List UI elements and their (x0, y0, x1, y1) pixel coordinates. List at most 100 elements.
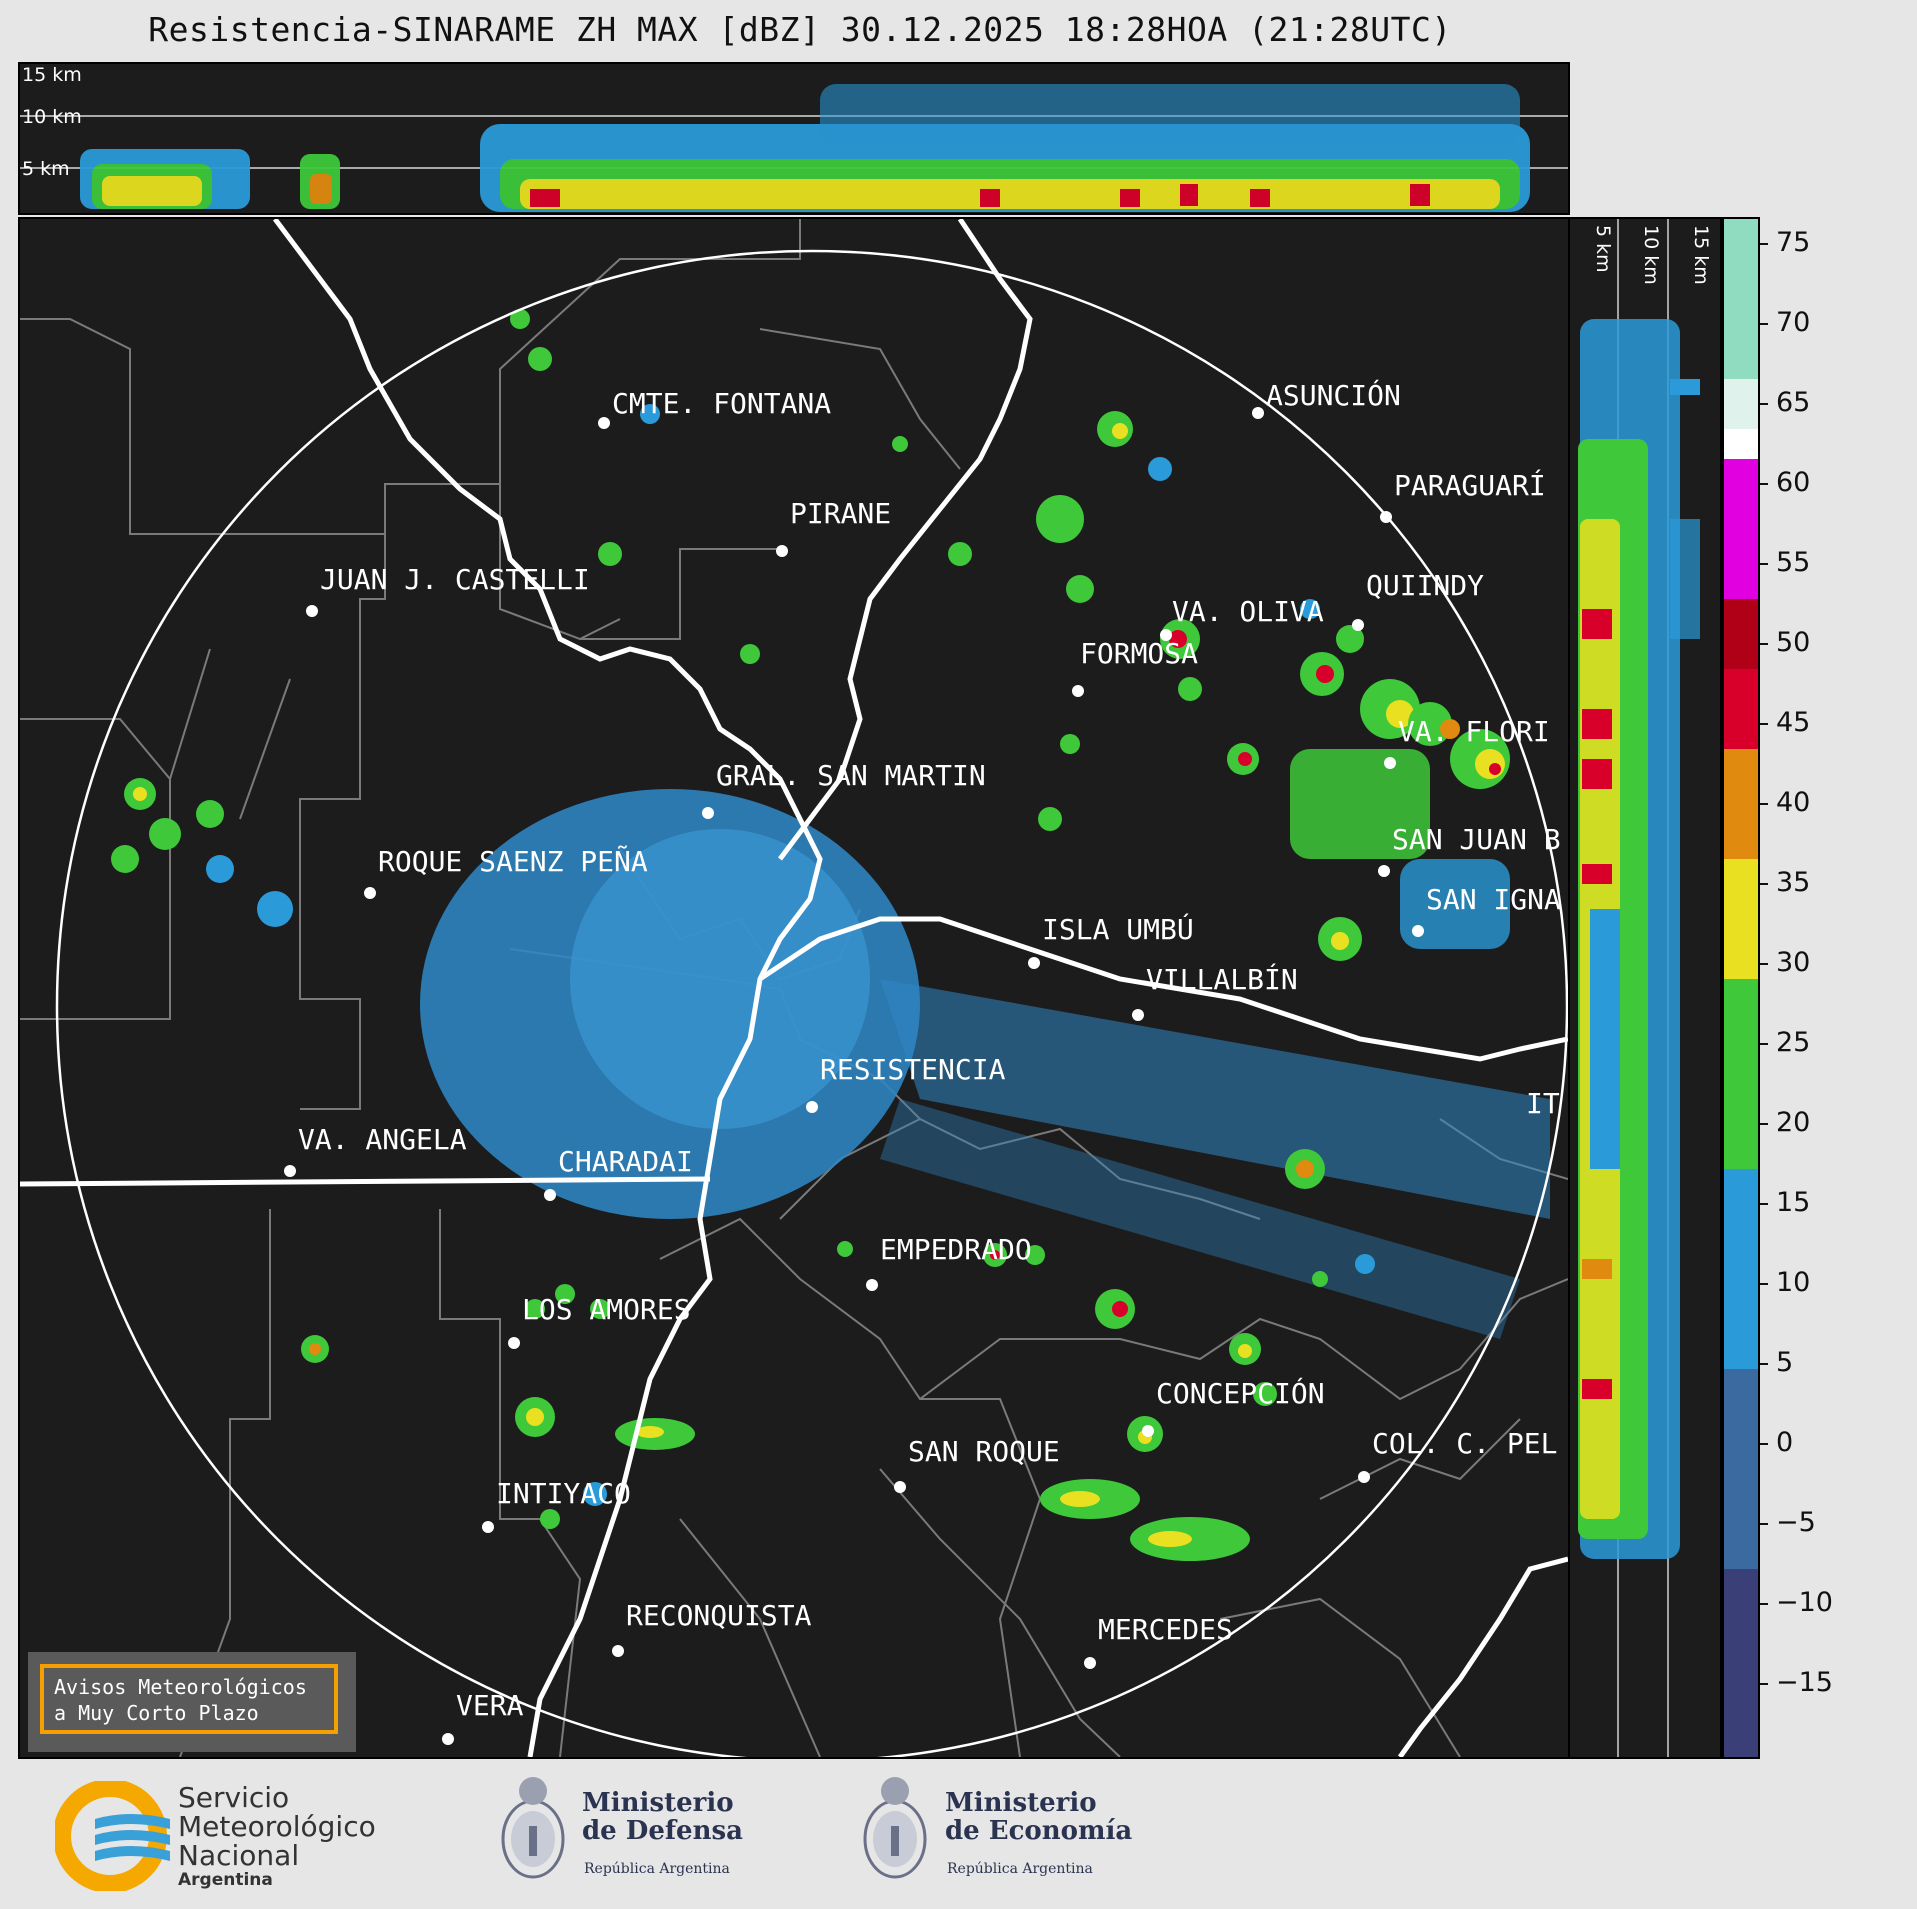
colorbar-tick: 20 (1760, 1107, 1810, 1138)
top-cross-section: 15 km 10 km 5 km (18, 62, 1570, 215)
city-label: RESISTENCIA (820, 1053, 1006, 1086)
avisos-line2: a Muy Corto Plazo (54, 1701, 259, 1725)
city-dot (598, 417, 610, 429)
city-dot (1380, 511, 1392, 523)
city-dot (1072, 685, 1084, 697)
colorbar-tick: 40 (1760, 787, 1810, 818)
colorbar-tick: 0 (1760, 1427, 1793, 1458)
city-label: IT (1526, 1087, 1560, 1120)
boundaries (20, 219, 1568, 1757)
colorbar-tick: 70 (1760, 307, 1810, 338)
smn-line1: Servicio (178, 1781, 290, 1814)
city-label: CONCEPCIÓN (1156, 1377, 1325, 1410)
side-cross-section: 5 km 10 km 15 km (1570, 217, 1722, 1759)
city-label: LOS AMORES (522, 1293, 691, 1326)
city-label: CMTE. FONTANA (612, 387, 832, 420)
city-label: CHARADAI (558, 1145, 693, 1178)
city-dot (894, 1481, 906, 1493)
defensa-line1: Ministerio (582, 1788, 734, 1818)
city-label: COL. C. PEL (1372, 1427, 1558, 1460)
city-label: SAN JUAN B (1392, 823, 1561, 856)
colorbar-tick: 65 (1760, 387, 1810, 418)
city-dot (776, 545, 788, 557)
city-label: JUAN J. CASTELLI (320, 563, 590, 596)
side-cross-section-plot (1578, 219, 1700, 1757)
city-dot (1028, 957, 1040, 969)
city-label: INTIYACO (496, 1477, 631, 1510)
smn-line4: Argentina (178, 1870, 273, 1890)
colorbar-tick: 35 (1760, 867, 1810, 898)
top-altitude-10km: 10 km (22, 106, 82, 128)
colorbar-tick: 10 (1760, 1267, 1810, 1298)
city-dot (482, 1521, 494, 1533)
city-label: VA. ANGELA (298, 1123, 467, 1156)
city-label: PARAGUARÍ (1394, 469, 1546, 502)
city-label: VA. FLORI (1398, 715, 1550, 748)
city-dot (1142, 1425, 1154, 1437)
city-dot (612, 1645, 624, 1657)
defensa-line2: de Defensa (582, 1816, 743, 1846)
colorbar-tick: 15 (1760, 1187, 1810, 1218)
economia-line2: de Economía (945, 1816, 1133, 1846)
economia-emblem-icon (863, 1777, 927, 1879)
city-label: VA. OLIVA (1172, 595, 1324, 628)
colorbar-tick: 30 (1760, 947, 1810, 978)
side-altitude-10km: 10 km (1640, 225, 1662, 285)
smn-line3: Nacional (178, 1839, 300, 1872)
colorbar-ticks: 75 70 65 60 55 50 45 40 35 30 25 20 15 1… (1760, 217, 1880, 1759)
city-dot (1084, 1657, 1096, 1669)
defensa-subtitle: República Argentina (584, 1861, 730, 1877)
city-dot (866, 1279, 878, 1291)
city-label: GRAL. SAN MARTIN (716, 759, 986, 792)
city-dot (544, 1189, 556, 1201)
radar-echoes (111, 309, 1550, 1561)
rivers (273, 219, 1568, 1757)
province-border-line (20, 1176, 711, 1187)
city-dot (1132, 1009, 1144, 1021)
city-dot (364, 887, 376, 899)
radar-map[interactable]: CMTE. FONTANA ASUNCIÓN PARAGUARÍ PIRANE … (18, 217, 1570, 1759)
city-dot (284, 1165, 296, 1177)
colorbar-tick: −10 (1760, 1587, 1833, 1618)
city-label: PIRANE (790, 497, 892, 530)
city-label: ISLA UMBÚ (1042, 913, 1194, 946)
city-label: VERA (456, 1689, 524, 1722)
city-label: MERCEDES (1098, 1613, 1233, 1646)
economia-title: Ministerio de Economía (945, 1789, 1132, 1845)
city-dot (806, 1101, 818, 1113)
defensa-title: Ministerio de Defensa (582, 1789, 743, 1845)
side-altitude-5km: 5 km (1592, 225, 1614, 273)
footer: Servicio Meteorológico Nacional Argentin… (0, 1759, 1917, 1909)
radar-map-svg (20, 219, 1568, 1757)
map-title: Resistencia-SINARAME ZH MAX [dBZ] 30.12.… (148, 10, 1452, 49)
city-dot (1378, 865, 1390, 877)
city-label: RECONQUISTA (626, 1599, 812, 1632)
economia-line1: Ministerio (945, 1788, 1097, 1818)
colorbar-gradient (1724, 219, 1758, 1757)
side-altitude-15km: 15 km (1690, 225, 1712, 285)
avisos-line1: Avisos Meteorológicos (54, 1675, 307, 1699)
top-cross-section-plot (20, 84, 1568, 212)
colorbar-tick: 75 (1760, 227, 1810, 258)
colorbar-tick: 5 (1760, 1347, 1793, 1378)
colorbar-tick: 25 (1760, 1027, 1810, 1058)
city-dot (1412, 925, 1424, 937)
city-dot (1352, 619, 1364, 631)
city-dot (442, 1733, 454, 1745)
avisos-panel: Avisos Meteorológicos a Muy Corto Plazo (28, 1652, 356, 1752)
defensa-emblem-icon (501, 1777, 565, 1879)
city-dot (1252, 407, 1264, 419)
radar-range-ring (55, 249, 1568, 1757)
city-dot (1358, 1471, 1370, 1483)
smn-logo-text: Servicio Meteorológico Nacional Argentin… (178, 1783, 376, 1890)
city-dot (702, 807, 714, 819)
city-dot (508, 1337, 520, 1349)
colorbar (1722, 217, 1760, 1759)
city-dot (1384, 757, 1396, 769)
colorbar-tick: 55 (1760, 547, 1810, 578)
city-label: EMPEDRADO (880, 1233, 1032, 1266)
city-label: VILLALBÍN (1146, 963, 1298, 996)
city-dot (306, 605, 318, 617)
colorbar-tick: 45 (1760, 707, 1810, 738)
colorbar-tick: 60 (1760, 467, 1810, 498)
